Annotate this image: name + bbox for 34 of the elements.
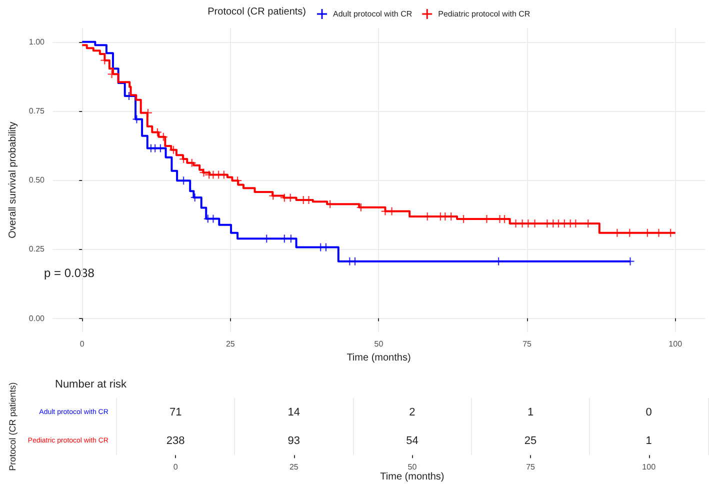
data-label: 25: [524, 434, 537, 447]
x-tick-label: 100: [668, 340, 683, 349]
data-label: 71: [169, 406, 182, 418]
data-label: 1: [527, 406, 534, 418]
x-axis-title: Time (months): [380, 472, 444, 482]
data-label: 2: [409, 406, 416, 418]
x-tick-label: 50: [408, 462, 418, 472]
y-axis-title: Protocol (CR patients): [8, 382, 18, 471]
legend-label: Adult protocol with CR: [333, 10, 412, 18]
data-label: 93: [288, 434, 300, 447]
x-tick-label: 25: [226, 340, 236, 349]
data-label: 54: [406, 434, 418, 447]
annotation: p = 0.038: [44, 266, 95, 280]
chart-title: Number at risk: [55, 378, 128, 390]
legend-title: Protocol (CR patients): [208, 6, 306, 18]
y-tick-label: 0.50: [28, 176, 46, 185]
data-label: 0: [646, 406, 652, 418]
y-axis-title: Overall survival probability: [8, 122, 18, 238]
y-tick-label: 0.25: [28, 244, 46, 254]
data-label: 14: [288, 406, 300, 418]
data-label: 238: [166, 434, 185, 447]
x-tick-label: 75: [526, 462, 536, 472]
legend-label: Pediatric protocol with CR: [438, 10, 530, 18]
x-axis-title: Time (months): [346, 352, 411, 364]
x-tick-label: 100: [642, 462, 656, 472]
x-tick-label: 0: [173, 462, 178, 472]
x-tick-label: 75: [522, 340, 532, 349]
y-tick-label: 0.00: [28, 314, 46, 323]
x-tick-label: 25: [289, 462, 299, 472]
y-tick-label: 0.75: [28, 106, 46, 116]
x-tick-label: 0: [80, 340, 85, 349]
x-tick-label: 50: [374, 340, 384, 349]
y-tick-label: 1.00: [28, 37, 46, 46]
data-label: 1: [646, 434, 652, 447]
